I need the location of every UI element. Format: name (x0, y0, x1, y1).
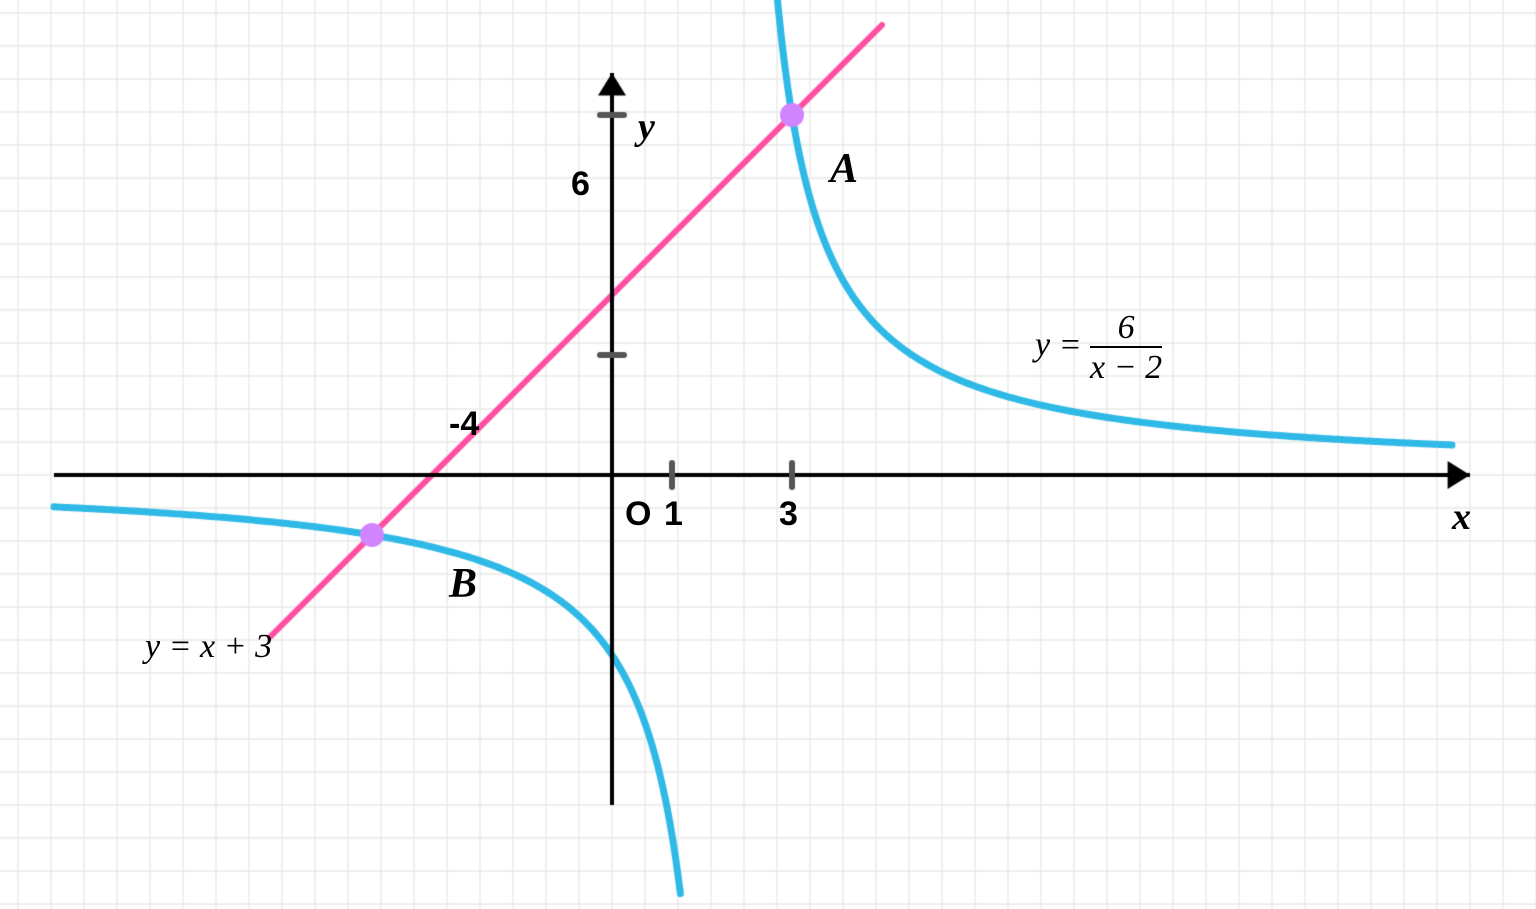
hyperbola-equation-lhs: y = (1035, 326, 1090, 363)
hyperbola-equation-fraction: 6x − 2 (1090, 310, 1162, 385)
hyperbola-equation-label: y = 6x − 2 (1035, 310, 1162, 385)
point-label-A: A (830, 145, 858, 193)
point-label-B: B (449, 560, 477, 608)
axis-label-4: 3 (779, 495, 798, 534)
axis-label-3: 1 (664, 495, 683, 534)
axis-label-6: x (1452, 495, 1471, 539)
axis-label-1: -4 (449, 405, 479, 444)
fraction-denominator: x − 2 (1090, 346, 1162, 386)
line-equation-label: y = x + 3 (145, 628, 272, 666)
math-plot-canvas (0, 0, 1536, 909)
axis-label-2: O (625, 495, 651, 534)
line-equation-text: y = x + 3 (145, 628, 272, 665)
axis-label-5: y (638, 105, 655, 149)
axis-label-0: 6 (571, 165, 590, 204)
fraction-numerator: 6 (1090, 310, 1162, 346)
